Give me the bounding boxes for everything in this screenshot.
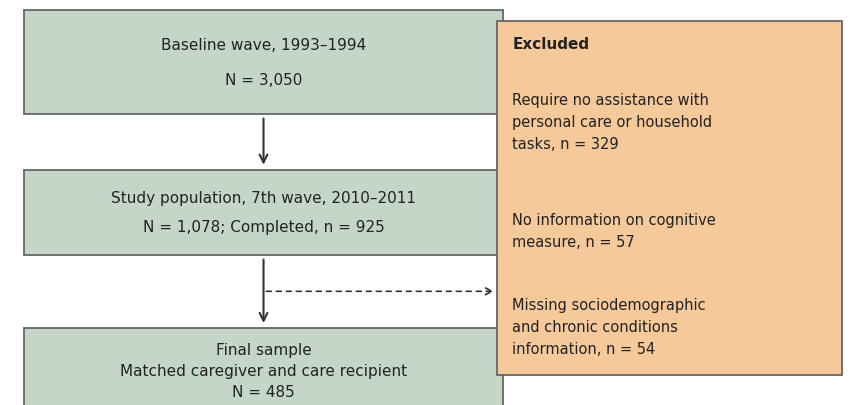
Text: Study population, 7th wave, 2010–2011: Study population, 7th wave, 2010–2011: [111, 191, 416, 206]
Text: Final sample: Final sample: [216, 342, 311, 357]
Text: No information on cognitive
measure, n = 57: No information on cognitive measure, n =…: [512, 213, 716, 249]
Text: N = 3,050: N = 3,050: [225, 72, 302, 87]
Text: Baseline wave, 1993–1994: Baseline wave, 1993–1994: [161, 38, 366, 53]
Text: N = 1,078; Completed, n = 925: N = 1,078; Completed, n = 925: [143, 220, 384, 234]
Text: Excluded: Excluded: [512, 37, 589, 52]
Text: N = 485: N = 485: [232, 384, 295, 399]
Text: Missing sociodemographic
and chronic conditions
information, n = 54: Missing sociodemographic and chronic con…: [512, 298, 706, 356]
Bar: [497, 22, 842, 375]
Bar: [23, 170, 503, 255]
Text: Matched caregiver and care recipient: Matched caregiver and care recipient: [120, 363, 407, 378]
Bar: [23, 11, 503, 114]
Bar: [23, 328, 503, 405]
Text: Require no assistance with
personal care or household
tasks, n = 329: Require no assistance with personal care…: [512, 93, 713, 151]
